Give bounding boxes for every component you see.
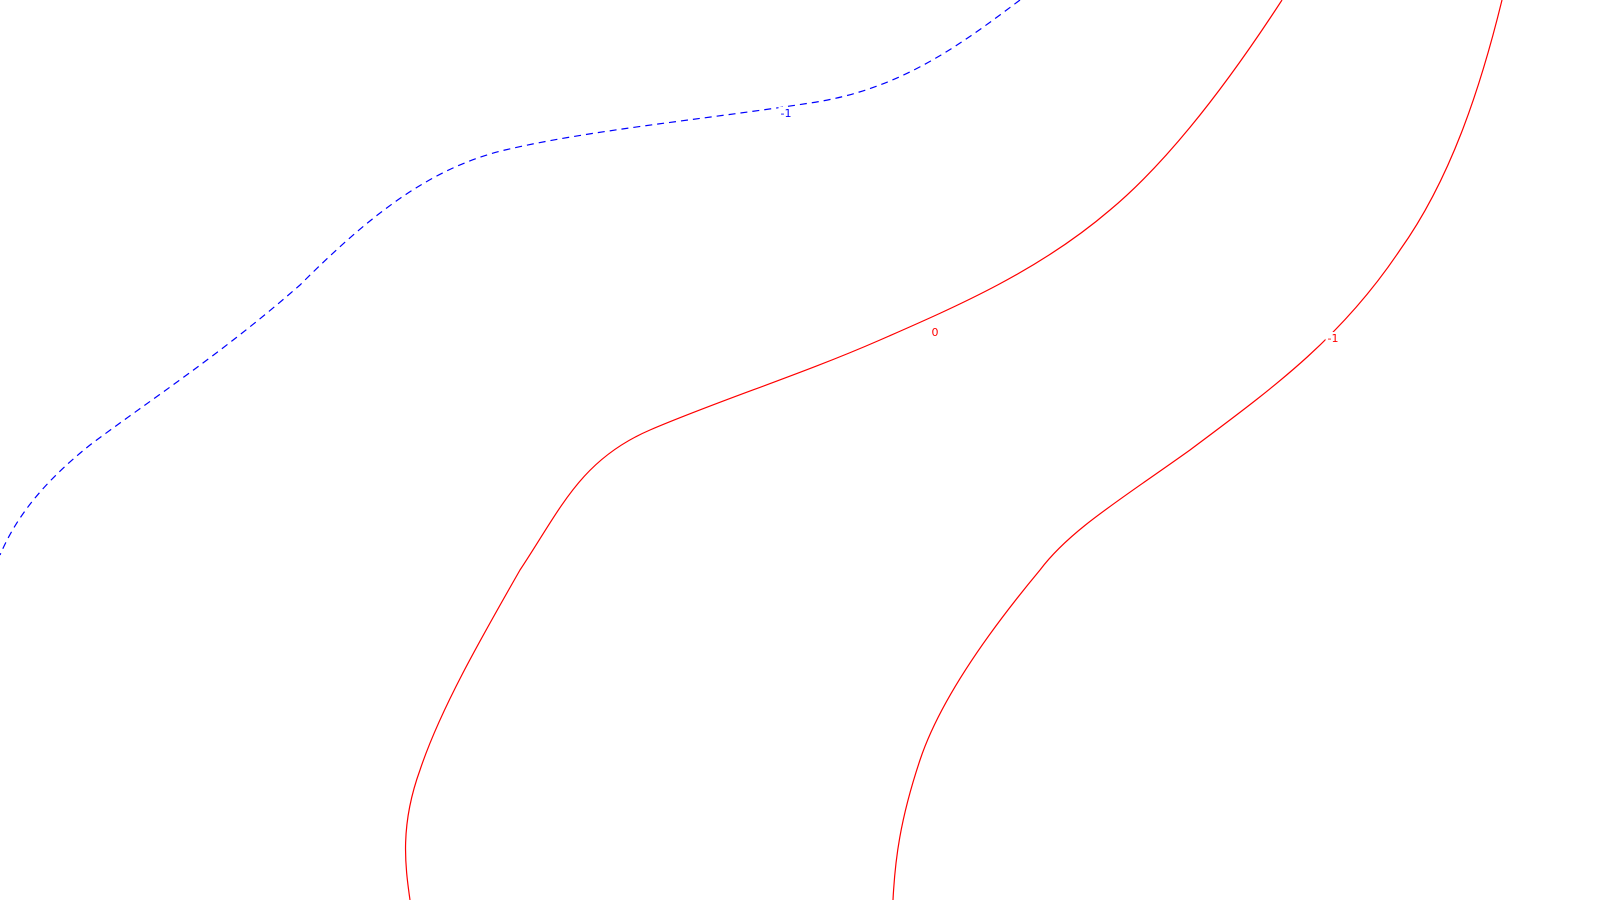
contour-label-red-neg1: -1 [1328, 332, 1339, 345]
contour-label-mask [929, 326, 941, 339]
contour-label-blue: -1 [781, 107, 792, 120]
contour-label-mask [778, 107, 794, 120]
contour-line-red-0 [404, 0, 1283, 900]
contour-line-red-neg1 [892, 0, 1503, 900]
contour-line-blue-dashed [0, 0, 1021, 556]
contour-label-mask [1325, 332, 1341, 345]
contour-label-red-0: 0 [932, 326, 939, 339]
